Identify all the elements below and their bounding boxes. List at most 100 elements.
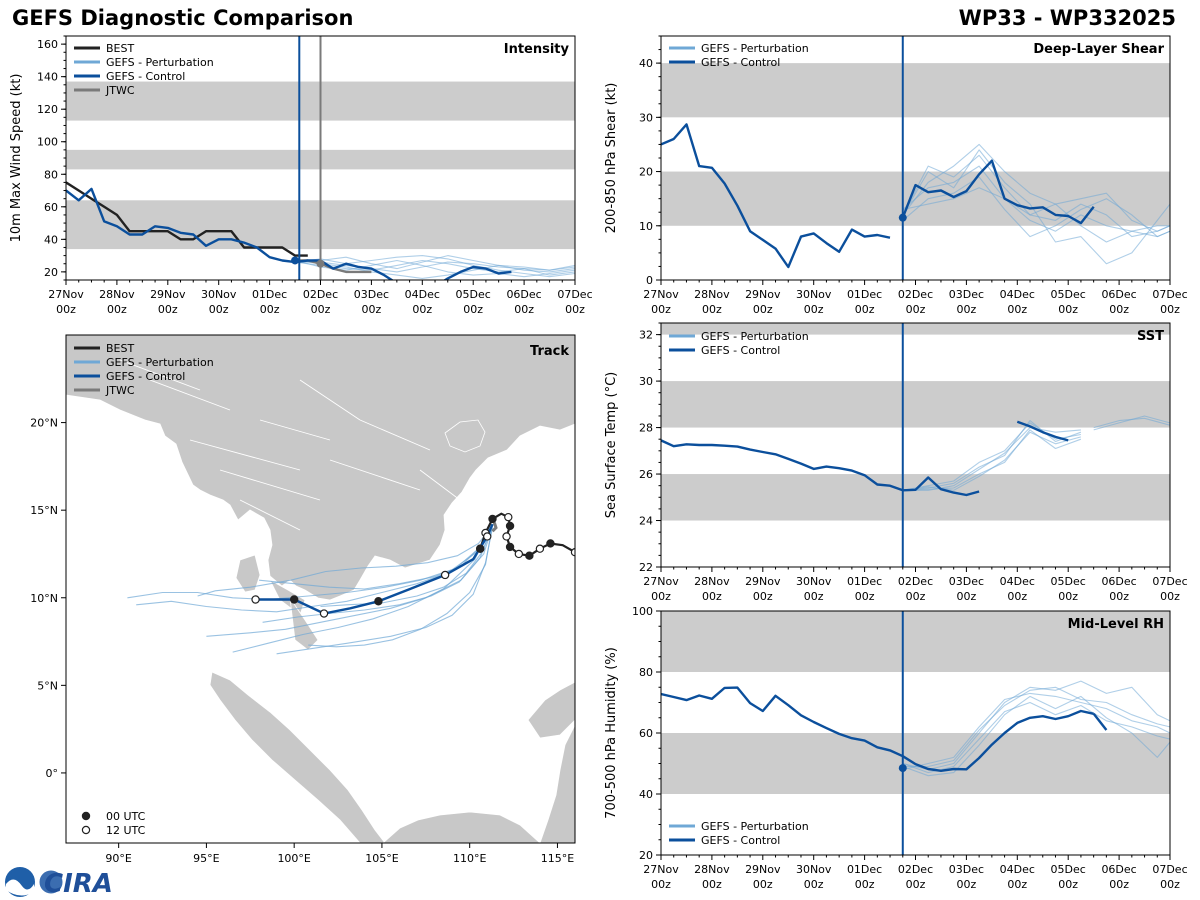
track-perturbation-4 [259,522,492,590]
shear-current-point-0 [898,213,907,222]
intensity-xtick-date: 02Dec [303,288,338,301]
cira-logo-text: CIRA [44,869,113,899]
shear-series-perturbation-0 [902,165,1170,232]
land-mass-7 [527,681,575,739]
intensity-ytick-label: 20 [44,266,58,279]
intensity-xtick-date: 07Dec [557,288,592,301]
province-border-8 [239,499,301,531]
track-frame [65,334,576,844]
storm-identifier: WP33 - WP332025 [958,6,1176,30]
intensity-xtick-date: 28Nov [99,288,135,301]
rh-xtick-date: 02Dec [898,863,933,876]
shear-series-perturbation-5 [902,154,1170,243]
rh-xtick-hour: 00z [855,878,875,891]
shear-xtick-date: 28Nov [694,288,730,301]
rh-panel: 20 40 60 80 100 27Nov 00z 28Nov 00z 29Nov 00z 30Nov… [604,605,1188,891]
track-marker-12utc [319,609,329,618]
shear-xtick-date: 01Dec [847,288,882,301]
rh-xtick-date: 04Dec [1000,863,1035,876]
figure-title: GEFS Diagnostic Comparison [12,6,354,30]
province-border-6 [149,379,231,411]
intensity-xtick-date: 30Nov [201,288,237,301]
intensity-xtick-hour: 00z [56,303,76,316]
sst-xtick-hour: 00z [1058,590,1078,603]
intensity-ytick-label: 100 [37,136,58,149]
sst-xtick-hour: 00z [855,590,875,603]
track-perturbation-9 [262,525,494,623]
track-marker-00utc [505,542,515,552]
rh-series-perturbation-2 [902,692,1170,771]
rh-series-perturbation-1 [902,695,1170,777]
rh-xtick-date: 07Dec [1152,863,1187,876]
track-lat-label: 0° [46,767,59,780]
shear-xtick-hour: 00z [1160,303,1180,316]
rh-xtick-date: 01Dec [847,863,882,876]
rh-legend-label: GEFS - Perturbation [701,820,809,833]
track-lon-label: 90°E [105,852,131,865]
sst-xtick-hour: 00z [753,590,773,603]
rh-title: Mid-Level RH [1068,617,1164,632]
intensity-xtick-hour: 00z [158,303,178,316]
track-marker-00utc [476,544,485,553]
rh-current-point-0 [898,764,907,773]
track-legend-label: GEFS - Control [106,370,185,383]
track-marker-12utc [251,595,260,604]
track-lat-label: 20°N [30,417,58,430]
sst-xtick-hour: 00z [1109,590,1129,603]
shear-ytick-label: 40 [639,57,653,70]
sst-series-perturbation-6 [1093,417,1170,429]
sst-xtick-date: 04Dec [1000,575,1035,588]
land-mass-4 [382,811,541,843]
sst-ylabel: Sea Surface Temp (°C) [604,372,619,519]
shear-xtick-hour: 00z [1109,303,1129,316]
track-legend-label: BEST [106,342,134,355]
track-lat-label: 10°N [30,592,58,605]
rh-ylabel: 700-500 hPa Humidity (%) [604,647,619,819]
sst-xtick-date: 27Nov [643,575,679,588]
track-legend-marker-label: 12 UTC [106,824,146,837]
land-mass-0 [66,335,575,601]
intensity-current-point-0 [291,256,300,265]
sst-xtick-hour: 00z [906,590,926,603]
sst-xtick-date: 29Nov [745,575,781,588]
sst-xtick-hour: 00z [651,590,671,603]
intensity-ytick-label: 160 [37,38,58,51]
province-border-4 [259,419,331,441]
intensity-title: Intensity [504,42,570,57]
land-mass-6 [444,419,486,453]
rh-xtick-date: 30Nov [796,863,832,876]
intensity-series-perturbation-3 [295,255,575,273]
shear-xtick-hour: 00z [906,303,926,316]
intensity-ytick-label: 140 [37,71,58,84]
track-marker-00utc [374,597,383,606]
intensity-xtick-date: 04Dec [405,288,440,301]
shear-xtick-hour: 00z [702,303,722,316]
shear-xtick-date: 05Dec [1051,288,1086,301]
shear-xtick-hour: 00z [957,303,977,316]
rh-xtick-hour: 00z [1007,878,1027,891]
rh-ytick-label: 100 [632,605,653,618]
sst-xtick-hour: 00z [702,590,722,603]
sst-xtick-date: 02Dec [898,575,933,588]
rh-xtick-hour: 00z [1058,878,1078,891]
shear-ytick-label: 0 [646,274,653,287]
sst-xtick-hour: 00z [957,590,977,603]
sst-title: SST [1137,329,1164,344]
track-marker-12utc [535,544,545,553]
province-border-3 [359,419,431,451]
track-legend-marker-0 [81,811,91,821]
rh-plot-area [661,611,1170,794]
shear-xtick-date: 02Dec [898,288,933,301]
sst-plot-bg [661,323,1170,567]
sst-band-0 [661,474,1170,521]
track-marker-00utc [289,595,299,604]
rh-xtick-hour: 00z [753,878,773,891]
sst-xtick-hour: 00z [1160,590,1180,603]
shear-series-control-0 [661,123,891,269]
province-border-2 [299,379,361,421]
rh-series-perturbation-3 [902,701,1170,774]
shear-panel: 0 10 20 30 40 27Nov 00z 28Nov 00z 29Nov 00z 30Nov 00… [604,35,1188,316]
land-mass-5 [539,724,575,843]
intensity-ylabel: 10m Max Wind Speed (kt) [9,74,24,243]
